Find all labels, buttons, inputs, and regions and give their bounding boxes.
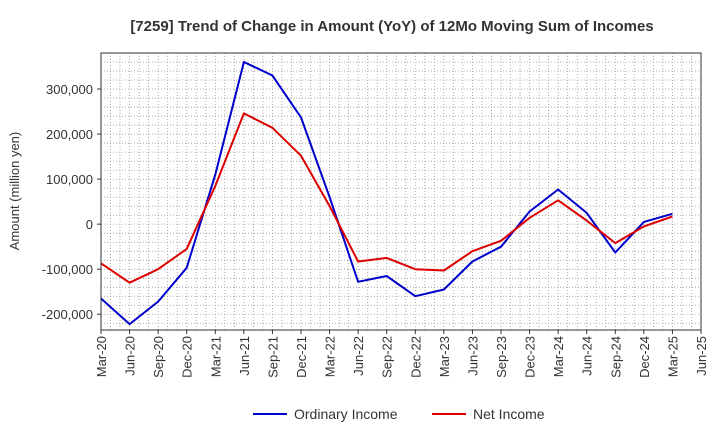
y-tick-label: 300,000 xyxy=(46,82,93,97)
x-tick-label: Jun-20 xyxy=(123,336,138,376)
x-tick-label: Jun-21 xyxy=(237,336,252,376)
x-tick-label: Mar-25 xyxy=(665,336,680,377)
plot-area xyxy=(101,53,701,330)
x-tick-label: Jun-25 xyxy=(694,336,709,376)
x-tick-label: Mar-24 xyxy=(551,336,566,377)
x-tick-label: Sep-24 xyxy=(608,336,623,378)
x-tick-label: Dec-21 xyxy=(294,336,309,378)
x-axis-ticks: Mar-20 Jun-20 Sep-20 Dec-20 Mar-21 Jun-21 Sep-… xyxy=(94,330,709,378)
x-tick-label: Mar-23 xyxy=(437,336,452,377)
x-tick-label: Sep-23 xyxy=(494,336,509,378)
legend: Ordinary Income Net Income xyxy=(253,406,545,422)
y-axis-label: Amount (million yen) xyxy=(7,132,22,251)
x-tick-label: Sep-21 xyxy=(265,336,280,378)
legend-label: Ordinary Income xyxy=(294,406,398,422)
y-tick-label: 0 xyxy=(86,217,93,232)
plot-border xyxy=(100,52,702,331)
x-tick-label: Mar-22 xyxy=(323,336,338,377)
series-layer xyxy=(100,61,673,326)
plot-frame xyxy=(100,52,702,331)
x-tick-label: Dec-23 xyxy=(523,336,538,378)
x-tick-label: Dec-20 xyxy=(180,336,195,378)
x-tick-label: Dec-24 xyxy=(637,336,652,378)
x-tick-label: Jun-23 xyxy=(465,336,480,376)
x-tick-label: Sep-20 xyxy=(151,336,166,378)
y-tick-label: -200,000 xyxy=(42,307,93,322)
series-line-net-income xyxy=(100,112,673,284)
chart-title: [7259] Trend of Change in Amount (YoY) o… xyxy=(130,18,653,35)
x-tick-label: Jun-22 xyxy=(351,336,366,376)
y-tick-label: 200,000 xyxy=(46,127,93,142)
legend-label: Net Income xyxy=(473,406,545,422)
x-tick-label: Mar-21 xyxy=(208,336,223,377)
y-axis-ticks: -200,000 -100,000 0 100,000 200,000 300,000 xyxy=(42,82,101,322)
x-tick-label: Mar-20 xyxy=(94,336,109,377)
x-tick-label: Sep-22 xyxy=(380,336,395,378)
y-tick-label: 100,000 xyxy=(46,172,93,187)
series-line-ordinary-income xyxy=(100,61,673,326)
plot-background xyxy=(101,53,701,330)
x-tick-label: Dec-22 xyxy=(408,336,423,378)
x-tick-label: Jun-24 xyxy=(580,336,595,376)
y-tick-label: -100,000 xyxy=(42,262,93,277)
